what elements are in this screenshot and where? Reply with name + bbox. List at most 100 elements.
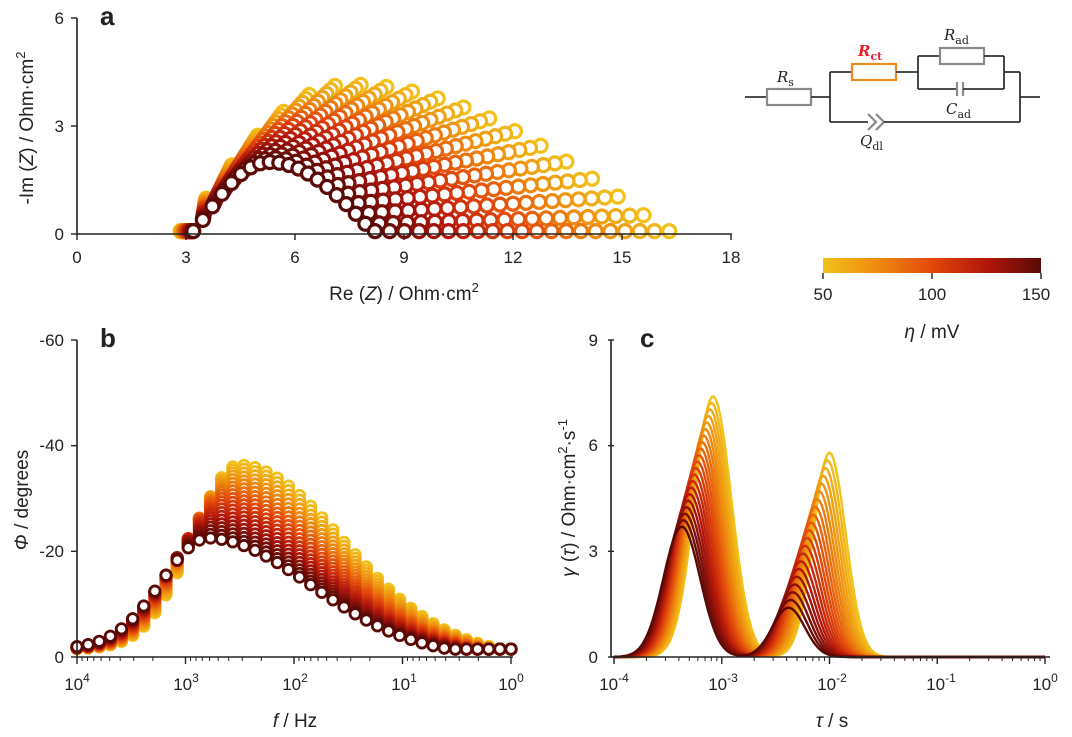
a-ytick-3: 3 — [55, 117, 64, 136]
c-xtick-1e-2: 10-2 — [817, 671, 847, 694]
c-ytick-3: 3 — [589, 542, 598, 561]
bode-point — [404, 632, 418, 647]
bode-point — [359, 613, 373, 627]
nyquist-point — [557, 192, 574, 209]
a-xtick-9: 9 — [399, 248, 408, 267]
bode-point — [459, 642, 474, 656]
bode-point — [393, 628, 407, 643]
a-x-axis-label: Re (Z) / Ohm·cm2 — [329, 280, 479, 305]
c-xtick-1e-3: 10-3 — [708, 671, 738, 694]
bode-point — [292, 570, 307, 584]
bode-point — [381, 624, 396, 638]
nyquist-point — [570, 191, 587, 208]
bode-point — [370, 619, 385, 633]
colorbar-tick-150: 150 — [1022, 285, 1050, 304]
bode-point — [215, 532, 229, 546]
bode-point — [259, 549, 273, 563]
colorbar-tick-50: 50 — [814, 285, 833, 304]
nyquist-point — [491, 196, 509, 213]
c-ytick-0: 0 — [589, 648, 598, 667]
b-x-axis-label: f / Hz — [273, 711, 317, 732]
bode-point — [159, 568, 173, 582]
b-xtick-1e2: 102 — [282, 671, 308, 694]
circuit-label-qdl: Qdl — [860, 132, 883, 153]
nyquist-point — [558, 223, 575, 240]
bode-point — [137, 599, 151, 613]
nyquist-point — [572, 223, 590, 240]
nyquist-point — [338, 196, 355, 213]
nyquist-point — [528, 223, 545, 240]
nyquist-point — [204, 198, 221, 215]
c-x-axis-label: τ / s — [816, 711, 848, 732]
a-xtick-18: 18 — [722, 248, 741, 267]
c-xtick-1e-4: 10-4 — [599, 671, 629, 694]
nyquist-point — [661, 223, 678, 240]
nyquist-point — [478, 197, 495, 214]
bode-point — [226, 535, 240, 549]
nyquist-point — [504, 195, 522, 212]
a-xtick-3: 3 — [181, 248, 190, 267]
circuit-rad-resistor — [938, 46, 986, 66]
bode-point — [304, 578, 318, 592]
nyquist-point — [607, 207, 624, 225]
bode-point — [315, 585, 329, 599]
bode-point — [471, 642, 485, 656]
a-xtick-15: 15 — [613, 248, 632, 267]
nyquist-point — [194, 211, 211, 229]
circuit-rct-resistor — [850, 62, 898, 82]
bode-point — [448, 642, 462, 656]
b-ytick-0: 0 — [55, 648, 64, 667]
bode-point — [348, 607, 362, 621]
nyquist-point — [635, 207, 652, 224]
b-ytick-20: -20 — [39, 542, 64, 561]
panel-b-label: b — [100, 323, 116, 353]
nyquist-point — [213, 185, 231, 203]
bode-point — [248, 543, 262, 557]
a-ytick-6: 6 — [55, 9, 64, 28]
nyquist-series — [185, 153, 384, 240]
nyquist-point — [366, 223, 384, 240]
nyquist-point — [426, 200, 443, 217]
c-y-axis-label: γ (τ) / Ohm·cm2·s-1 — [555, 419, 580, 577]
bode-point — [415, 636, 429, 650]
bode-point — [148, 584, 162, 598]
nyquist-point — [551, 209, 569, 226]
nyquist-point — [565, 209, 583, 226]
circuit-rs-resistor — [765, 87, 813, 107]
a-xtick-0: 0 — [72, 248, 81, 267]
nyquist-point — [410, 223, 428, 240]
bode-point — [504, 642, 518, 656]
panel-a: a 0 3 6 9 12 15 18 0 3 6 Re (Z) / Ohm·cm… — [13, 1, 740, 305]
circuit-label-rs: Rs — [776, 68, 794, 89]
panel-c-series — [613, 395, 1045, 659]
c-ytick-9: 9 — [589, 331, 598, 350]
bode-point — [237, 538, 251, 553]
nyquist-point — [596, 189, 613, 206]
panel-a-series — [172, 76, 678, 240]
b-ytick-60: -60 — [39, 331, 64, 350]
nyquist-point — [440, 223, 457, 240]
panel-b: b 0 -20 -40 -60 104 103 102 101 100 f / … — [12, 323, 524, 732]
nyquist-point — [328, 187, 345, 204]
bode-point — [281, 562, 296, 577]
nyquist-point — [543, 223, 560, 240]
nyquist-point — [455, 223, 472, 240]
bode-point — [81, 638, 95, 652]
bode-point — [337, 600, 351, 614]
panel-a-label: a — [100, 1, 115, 31]
nyquist-point — [621, 207, 638, 224]
nyquist-point — [425, 223, 442, 240]
nyquist-point — [579, 208, 596, 226]
panel-c: c 0 3 6 9 10-4 10-3 10-2 10-1 100 τ / s … — [555, 323, 1058, 732]
nyquist-point — [531, 193, 548, 211]
b-xtick-1e0: 100 — [498, 671, 524, 694]
bode-point — [192, 533, 207, 547]
c-xtick-1e-1: 10-1 — [926, 671, 956, 694]
colorbar-gradient — [823, 258, 1041, 273]
bode-point — [92, 634, 106, 648]
nyquist-point — [347, 205, 364, 222]
b-y-axis-label: Φ / degrees — [12, 450, 33, 550]
circuit-label-cad: Cad — [946, 100, 971, 121]
colorbar-label: η / mV — [905, 322, 960, 343]
nyquist-point — [609, 188, 626, 205]
